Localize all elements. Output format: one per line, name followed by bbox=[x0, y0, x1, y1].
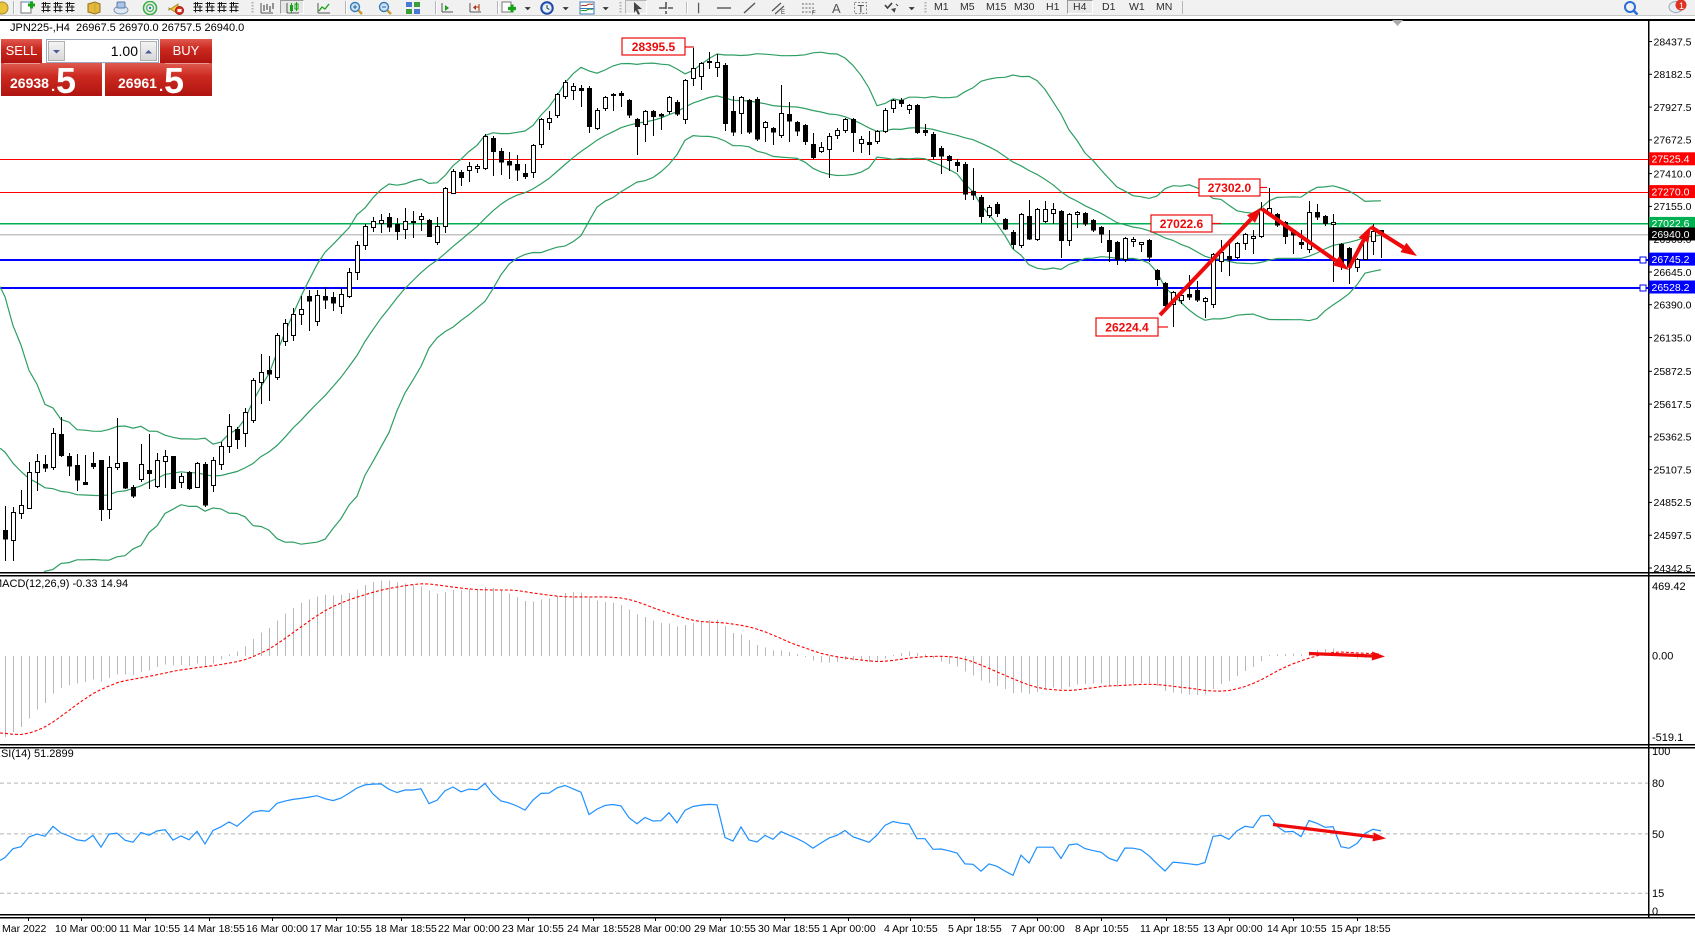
svg-text:26528.2: 26528.2 bbox=[1652, 282, 1690, 294]
svg-text:29 Mar 10:55: 29 Mar 10:55 bbox=[694, 923, 756, 935]
svg-text:24342.5: 24342.5 bbox=[1654, 563, 1692, 575]
svg-text:5 Apr 18:55: 5 Apr 18:55 bbox=[948, 923, 1002, 935]
svg-text:25362.5: 25362.5 bbox=[1654, 432, 1692, 444]
svg-text:26745.2: 26745.2 bbox=[1652, 254, 1690, 266]
svg-text:24597.5: 24597.5 bbox=[1654, 530, 1692, 542]
svg-text:26135.0: 26135.0 bbox=[1654, 332, 1692, 344]
svg-text:27302.0: 27302.0 bbox=[1208, 181, 1252, 195]
svg-text:50: 50 bbox=[1652, 829, 1664, 841]
svg-text:26940.0: 26940.0 bbox=[1652, 229, 1690, 241]
svg-text:24852.5: 24852.5 bbox=[1654, 497, 1692, 509]
svg-text:25872.5: 25872.5 bbox=[1654, 366, 1692, 378]
svg-text:24 Mar 18:55: 24 Mar 18:55 bbox=[567, 923, 629, 935]
svg-text:28395.5: 28395.5 bbox=[632, 40, 676, 54]
svg-text:E: E bbox=[781, 10, 785, 15]
svg-text:28182.5: 28182.5 bbox=[1654, 69, 1692, 81]
svg-text:23 Mar 10:55: 23 Mar 10:55 bbox=[502, 923, 564, 935]
svg-text:27927.5: 27927.5 bbox=[1654, 102, 1692, 114]
svg-text:11 Apr 18:55: 11 Apr 18:55 bbox=[1140, 923, 1199, 935]
svg-text:27270.0: 27270.0 bbox=[1652, 186, 1690, 198]
svg-text:11 Mar 10:55: 11 Mar 10:55 bbox=[119, 923, 180, 935]
svg-text:26390.0: 26390.0 bbox=[1654, 300, 1692, 312]
svg-text:27022.6: 27022.6 bbox=[1652, 218, 1690, 230]
svg-text:10 Mar 00:00: 10 Mar 00:00 bbox=[55, 923, 117, 935]
svg-text:26645.0: 26645.0 bbox=[1654, 267, 1692, 279]
svg-text:0: 0 bbox=[1652, 906, 1658, 918]
svg-text:JPN225-,H4 26967.5 26970.0 26: JPN225-,H4 26967.5 26970.0 26757.5 26940… bbox=[10, 22, 244, 34]
svg-text:Mar 2022: Mar 2022 bbox=[2, 923, 47, 935]
svg-text:7 Apr 00:00: 7 Apr 00:00 bbox=[1011, 923, 1065, 935]
svg-text:1: 1 bbox=[1679, 1, 1684, 11]
svg-text:MACD(12,26,9) -0.33 14.94: MACD(12,26,9) -0.33 14.94 bbox=[0, 578, 128, 590]
svg-text:0.00: 0.00 bbox=[1652, 651, 1673, 663]
svg-text:15: 15 bbox=[1652, 888, 1664, 900]
svg-text:26224.4: 26224.4 bbox=[1105, 320, 1149, 334]
svg-text:22 Mar 00:00: 22 Mar 00:00 bbox=[438, 923, 500, 935]
svg-text:13 Apr 00:00: 13 Apr 00:00 bbox=[1203, 923, 1263, 935]
svg-text:1 Apr 00:00: 1 Apr 00:00 bbox=[822, 923, 876, 935]
svg-text:15 Apr 18:55: 15 Apr 18:55 bbox=[1331, 923, 1391, 935]
svg-text:8 Apr 10:55: 8 Apr 10:55 bbox=[1075, 923, 1129, 935]
svg-text:30 Mar 18:55: 30 Mar 18:55 bbox=[758, 923, 820, 935]
svg-text:A: A bbox=[832, 1, 841, 15]
svg-text:14 Mar 18:55: 14 Mar 18:55 bbox=[183, 923, 245, 935]
svg-text:100: 100 bbox=[1652, 746, 1670, 758]
svg-text:-519.1: -519.1 bbox=[1652, 732, 1683, 744]
svg-text:27672.5: 27672.5 bbox=[1654, 135, 1692, 147]
svg-text:28 Mar 00:00: 28 Mar 00:00 bbox=[629, 923, 691, 935]
svg-text:14 Apr 10:55: 14 Apr 10:55 bbox=[1267, 923, 1327, 935]
svg-text:17 Mar 10:55: 17 Mar 10:55 bbox=[310, 923, 372, 935]
svg-text:T: T bbox=[858, 4, 865, 16]
svg-text:27022.6: 27022.6 bbox=[1160, 217, 1204, 231]
svg-text:RSI(14) 51.2899: RSI(14) 51.2899 bbox=[0, 748, 74, 760]
svg-text:27155.0: 27155.0 bbox=[1654, 201, 1692, 213]
svg-text:469.42: 469.42 bbox=[1652, 581, 1686, 593]
svg-text:4 Apr 10:55: 4 Apr 10:55 bbox=[884, 923, 938, 935]
svg-text:F: F bbox=[812, 11, 816, 16]
svg-text:80: 80 bbox=[1652, 778, 1664, 790]
svg-text:25617.5: 25617.5 bbox=[1654, 399, 1692, 411]
svg-text:16 Mar 00:00: 16 Mar 00:00 bbox=[246, 923, 308, 935]
svg-text:25107.5: 25107.5 bbox=[1654, 464, 1692, 476]
svg-text:18 Mar 18:55: 18 Mar 18:55 bbox=[375, 923, 437, 935]
svg-text:27525.4: 27525.4 bbox=[1652, 154, 1690, 166]
svg-text:27410.0: 27410.0 bbox=[1654, 168, 1692, 180]
svg-text:28437.5: 28437.5 bbox=[1654, 36, 1692, 48]
